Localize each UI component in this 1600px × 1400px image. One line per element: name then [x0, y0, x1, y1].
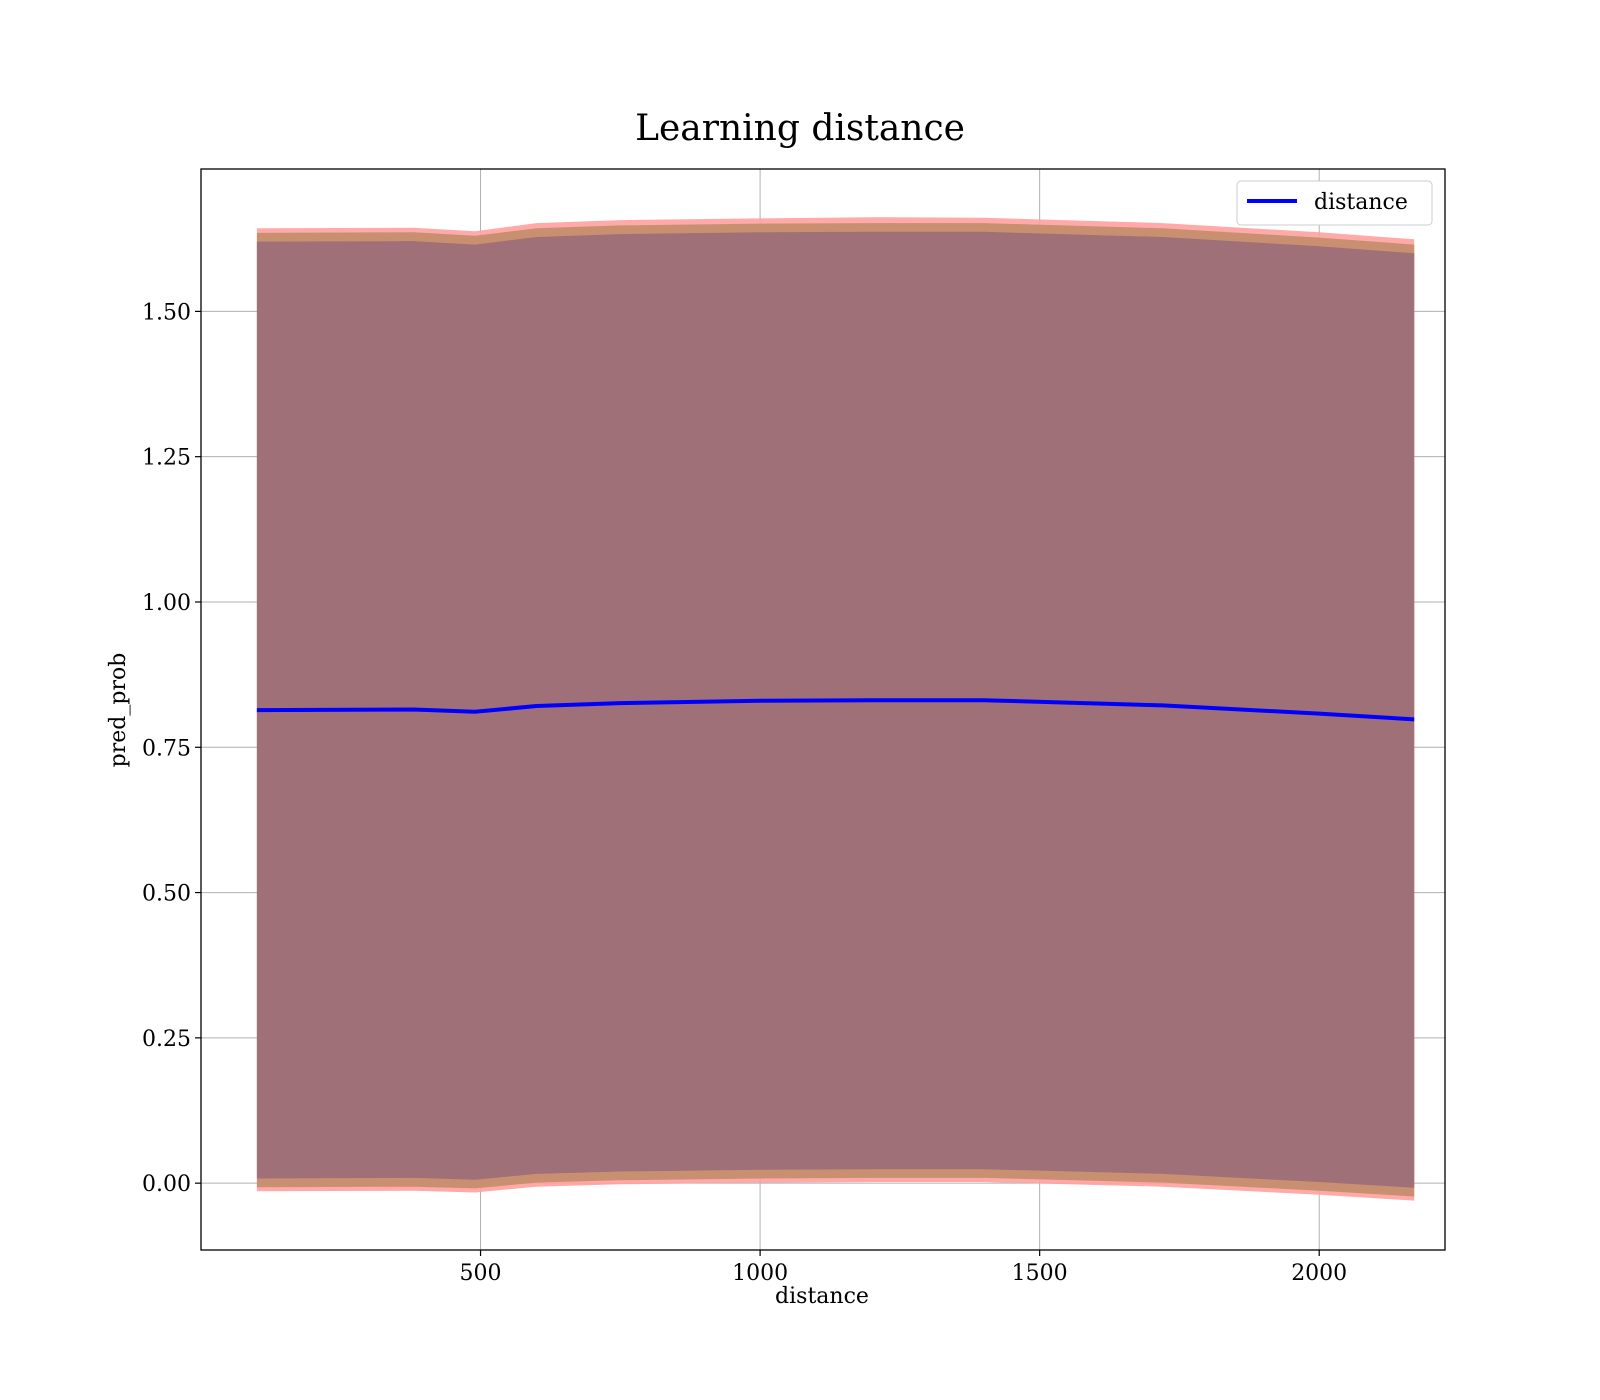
y-tick-label: 1.00	[142, 591, 191, 616]
x-tick-label: 1500	[1012, 1261, 1068, 1286]
y-tick-label: 0.50	[142, 882, 191, 907]
x-axis: 500 1000 1500 2000	[460, 1250, 1347, 1286]
y-tick-label: 1.50	[142, 300, 191, 325]
series-lines	[256, 698, 1415, 722]
legend: distance	[1236, 180, 1433, 226]
x-tick-label: 1000	[732, 1261, 788, 1286]
chart-title: Learning distance	[635, 108, 965, 149]
band-inner	[256, 231, 1415, 1188]
y-tick-label: 0.25	[142, 1027, 191, 1052]
x-tick-label: 2000	[1291, 1261, 1347, 1286]
plot-frame	[200, 168, 1446, 1251]
y-axis-label: pred_prob	[106, 653, 131, 768]
y-axis: 0.00 0.25 0.50 0.75 1.00 1.25 1.50	[142, 300, 201, 1197]
x-tick-label: 500	[460, 1261, 502, 1286]
y-tick-label: 0.75	[142, 736, 191, 761]
x-axis-label: distance	[775, 1284, 869, 1309]
legend-box	[1236, 180, 1433, 226]
confidence-bands	[256, 217, 1415, 1201]
y-tick-label: 1.25	[142, 446, 191, 471]
series-line-distance	[256, 698, 1415, 722]
y-tick-label: 0.00	[142, 1172, 191, 1197]
legend-label-distance: distance	[1314, 190, 1408, 215]
